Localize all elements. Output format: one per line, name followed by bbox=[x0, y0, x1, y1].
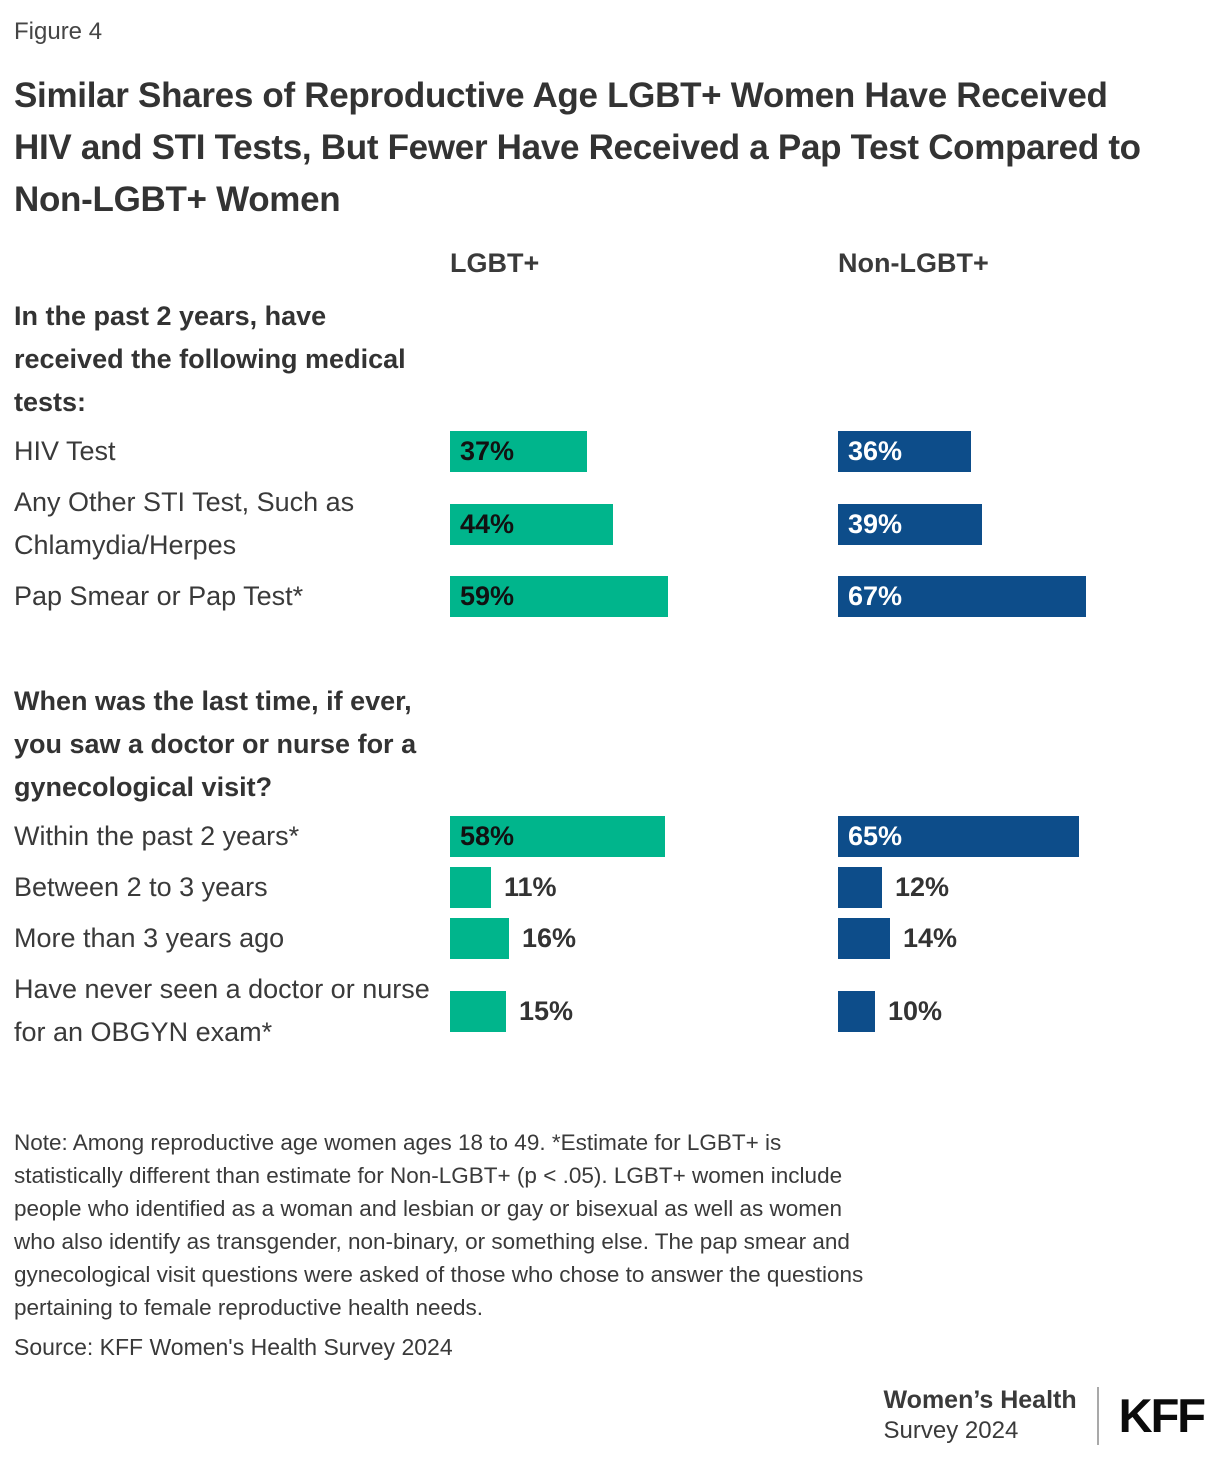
bar-cell-non-lgbt: 36% bbox=[838, 431, 1206, 472]
chart-row-more-than-3-years: More than 3 years ago 16% 14% bbox=[14, 917, 1206, 960]
bar-cell-lgbt: 44% bbox=[450, 503, 838, 545]
chart-row-pap-test: Pap Smear or Pap Test* 59% 67% bbox=[14, 575, 1206, 618]
bar-cell-non-lgbt: 12% bbox=[838, 867, 1206, 908]
bar-lgbt: 16% bbox=[450, 918, 576, 959]
bar-value-label: 65% bbox=[848, 821, 903, 851]
row-label: Within the past 2 years* bbox=[14, 821, 300, 851]
chart-row-within-2-years: Within the past 2 years* 58% 65% bbox=[14, 815, 1206, 858]
bar-non-lgbt: 36% bbox=[838, 431, 971, 472]
section-header-medical-tests: In the past 2 years, have received the f… bbox=[14, 301, 406, 417]
bar-value-label: 36% bbox=[848, 436, 903, 466]
column-header-row: LGBT+ Non-LGBT+ bbox=[14, 248, 1206, 279]
bar-value-label: 12% bbox=[895, 872, 950, 902]
bar-non-lgbt: 10% bbox=[838, 990, 942, 1032]
row-label: Any Other STI Test, Such as Chlamydia/He… bbox=[14, 487, 355, 560]
bar-value-label: 10% bbox=[888, 995, 943, 1026]
bar-value-label: 14% bbox=[903, 923, 958, 953]
row-label: HIV Test bbox=[14, 436, 116, 466]
bar-cell-non-lgbt: 14% bbox=[838, 918, 1206, 959]
bar-value-label: 39% bbox=[848, 508, 903, 539]
bar-lgbt: 44% bbox=[450, 503, 613, 545]
chart-row-2-to-3-years: Between 2 to 3 years 11% 12% bbox=[14, 866, 1206, 909]
bar-cell-lgbt: 58% bbox=[450, 816, 838, 857]
bar-cell-non-lgbt: 10% bbox=[838, 990, 1206, 1032]
bar-cell-lgbt: 11% bbox=[450, 867, 838, 908]
bar-lgbt: 11% bbox=[450, 867, 557, 908]
bar-non-lgbt: 12% bbox=[838, 867, 949, 908]
bar-non-lgbt: 67% bbox=[838, 576, 1086, 617]
bar-value-label: 44% bbox=[460, 508, 515, 539]
bar-value-label: 59% bbox=[460, 581, 515, 611]
bar-cell-non-lgbt: 65% bbox=[838, 816, 1206, 857]
bar-lgbt: 58% bbox=[450, 816, 665, 857]
bar-lgbt: 37% bbox=[450, 431, 587, 472]
bar-cell-lgbt: 37% bbox=[450, 431, 838, 472]
row-label: Pap Smear or Pap Test* bbox=[14, 581, 304, 611]
note-text: Note: Among reproductive age women ages … bbox=[14, 1130, 864, 1320]
source-text: Source: KFF Women's Health Survey 2024 bbox=[14, 1334, 453, 1360]
bar-lgbt: 15% bbox=[450, 990, 573, 1032]
row-label: More than 3 years ago bbox=[14, 923, 285, 953]
column-header-lgbt: LGBT+ bbox=[450, 248, 540, 278]
bar-lgbt: 59% bbox=[450, 576, 668, 617]
bar-cell-non-lgbt: 67% bbox=[838, 576, 1206, 617]
row-label: Have never seen a doctor or nurse for an… bbox=[14, 974, 430, 1047]
bar-cell-lgbt: 16% bbox=[450, 918, 838, 959]
program-name-line1: Women’s Health bbox=[883, 1386, 1077, 1414]
brand-footer: Women’s Health Survey 2024 KFF bbox=[884, 1385, 1206, 1446]
program-name: Women’s Health Survey 2024 bbox=[884, 1385, 1077, 1446]
chart-row-hiv-test: HIV Test 37% 36% bbox=[14, 430, 1206, 473]
bar-non-lgbt: 14% bbox=[838, 918, 957, 959]
chart-row-sti-test: Any Other STI Test, Such as Chlamydia/He… bbox=[14, 481, 1206, 567]
bar-value-label: 15% bbox=[519, 995, 574, 1026]
program-name-line2: Survey 2024 bbox=[883, 1417, 1019, 1444]
bar-cell-lgbt: 59% bbox=[450, 576, 838, 617]
bar-value-label: 58% bbox=[460, 821, 515, 851]
figure-label: Figure 4 bbox=[14, 18, 103, 45]
bar-value-label: 11% bbox=[504, 872, 557, 902]
kff-logo: KFF bbox=[1118, 1389, 1206, 1442]
column-header-non-lgbt: Non-LGBT+ bbox=[838, 248, 989, 278]
bar-non-lgbt: 39% bbox=[838, 503, 982, 545]
footer-divider bbox=[1096, 1386, 1099, 1445]
bar-non-lgbt: 65% bbox=[838, 816, 1079, 857]
chart-title: Similar Shares of Reproductive Age LGBT+… bbox=[14, 76, 1141, 219]
bar-cell-lgbt: 15% bbox=[450, 990, 838, 1032]
bar-value-label: 37% bbox=[460, 436, 515, 466]
chart-row-never-seen: Have never seen a doctor or nurse for an… bbox=[14, 968, 1206, 1054]
section-header-gyn-visit: When was the last time, if ever, you saw… bbox=[14, 686, 417, 802]
bar-value-label: 67% bbox=[848, 581, 903, 611]
bar-cell-non-lgbt: 39% bbox=[838, 503, 1206, 545]
bar-value-label: 16% bbox=[522, 923, 577, 953]
row-label: Between 2 to 3 years bbox=[14, 872, 268, 902]
